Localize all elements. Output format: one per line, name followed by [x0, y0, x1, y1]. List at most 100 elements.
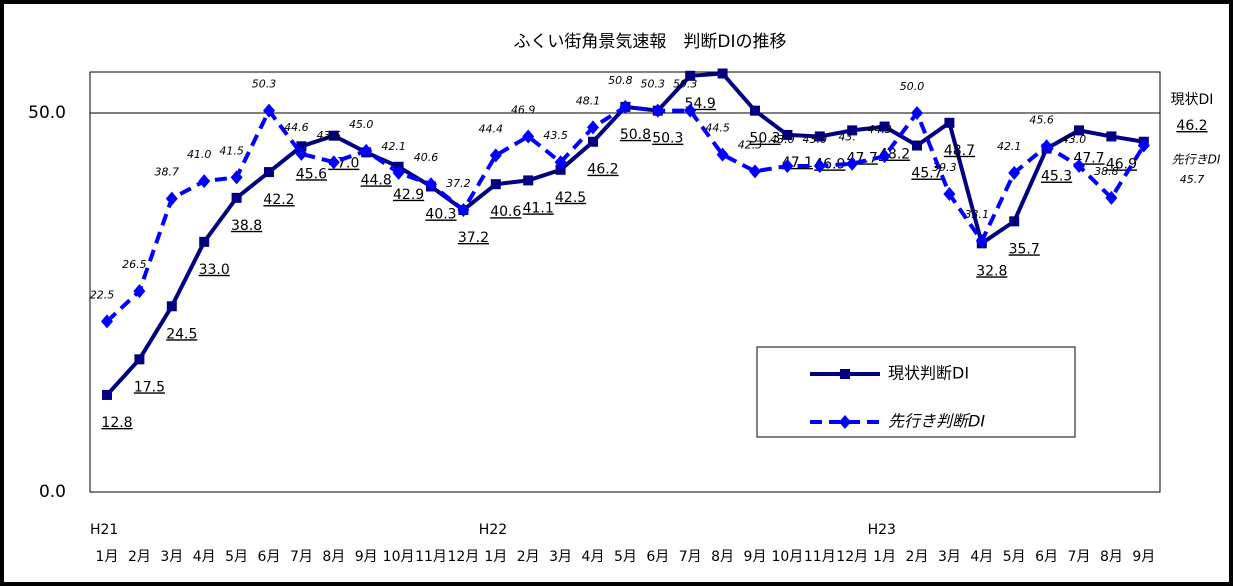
- marker: [619, 99, 632, 114]
- data-label: 44.8: [361, 172, 392, 188]
- marker: [230, 170, 243, 185]
- marker: [685, 70, 696, 81]
- data-label: 44.5: [705, 122, 730, 135]
- data-label: 40.6: [414, 151, 439, 164]
- marker: [750, 105, 760, 116]
- data-label: 39.3: [932, 161, 957, 174]
- data-label: 46.2: [587, 162, 618, 178]
- data-label: 46.2: [1176, 118, 1207, 134]
- plot-area: [89, 71, 1161, 493]
- annotation: 先行きDI: [1172, 153, 1221, 167]
- data-label: 41.1: [523, 200, 554, 216]
- data-label: 50.3: [749, 131, 780, 147]
- marker: [198, 174, 211, 189]
- data-label: 50.3: [641, 78, 666, 91]
- marker: [684, 103, 697, 118]
- x-tick-label: 3月: [938, 549, 961, 565]
- data-label: 33.1: [965, 208, 990, 221]
- x-tick-label: 2月: [128, 549, 151, 565]
- marker: [392, 165, 405, 180]
- x-tick-label: 7月: [1068, 549, 1091, 565]
- marker: [975, 234, 988, 249]
- marker: [588, 136, 598, 147]
- marker: [231, 192, 242, 203]
- marker: [522, 129, 535, 144]
- x-tick-label: 9月: [744, 549, 767, 565]
- x-tick-label: 6月: [258, 549, 281, 565]
- data-label: 42.9: [393, 187, 424, 203]
- marker: [717, 68, 728, 79]
- y-tick-label: 0.0: [39, 482, 66, 502]
- data-label: 42.1: [381, 140, 406, 153]
- data-label: 43.5: [317, 129, 342, 142]
- data-label: 41.0: [187, 148, 212, 161]
- data-label: 40.6: [490, 204, 521, 220]
- marker: [490, 179, 501, 190]
- x-tick-label: 5月: [614, 549, 637, 565]
- marker: [847, 125, 858, 136]
- chart-title: ふくい街角景気速報 判断DIの推移: [513, 32, 786, 52]
- marker: [651, 103, 664, 118]
- marker: [1074, 125, 1084, 136]
- data-label: 37.2: [446, 177, 471, 190]
- marker: [166, 301, 177, 312]
- marker: [911, 105, 923, 120]
- marker: [134, 354, 145, 365]
- data-label: 42.2: [263, 192, 294, 208]
- x-tick-label: 10月: [383, 549, 415, 565]
- marker: [781, 159, 794, 174]
- marker: [1073, 159, 1085, 174]
- data-label: 40.3: [425, 206, 456, 222]
- data-label: 50.3: [252, 78, 277, 91]
- marker: [1105, 190, 1118, 205]
- data-label: 24.5: [166, 326, 197, 342]
- data-label: 45.0: [349, 118, 374, 131]
- x-tick-label: 9月: [1132, 549, 1155, 565]
- marker: [1040, 139, 1053, 154]
- data-label: 32.8: [976, 263, 1007, 279]
- year-label: H21: [90, 522, 118, 538]
- marker: [782, 129, 793, 140]
- marker: [943, 187, 956, 202]
- marker: [328, 130, 339, 141]
- marker: [555, 164, 566, 175]
- x-tick-label: 4月: [193, 549, 216, 565]
- x-tick-label: 11月: [415, 549, 447, 565]
- x-tick-label: 7月: [290, 549, 313, 565]
- x-tick-label: 1月: [873, 549, 896, 565]
- x-tick-label: 9月: [355, 549, 378, 565]
- data-label: 38.8: [1094, 165, 1119, 178]
- data-label: 45.6: [296, 166, 327, 182]
- marker: [878, 149, 891, 164]
- data-label: 43.0: [803, 133, 828, 146]
- marker: [813, 159, 826, 174]
- y-tick-label: 50.0: [28, 103, 66, 123]
- marker: [263, 103, 275, 118]
- marker: [912, 140, 922, 151]
- data-label: 42.1: [997, 140, 1022, 153]
- data-label: 45.3: [1041, 169, 1072, 185]
- x-tick-label: 11月: [804, 549, 836, 565]
- marker: [133, 284, 146, 299]
- x-tick-label: 4月: [970, 549, 993, 565]
- marker: [102, 389, 112, 400]
- x-tick-label: 5月: [225, 549, 248, 565]
- data-label: 43.: [838, 131, 856, 144]
- marker: [295, 146, 308, 161]
- marker: [554, 155, 567, 170]
- marker: [944, 117, 955, 128]
- data-label: 37.2: [458, 230, 489, 246]
- marker: [296, 141, 307, 152]
- data-label: 48.7: [944, 143, 975, 159]
- marker: [1137, 138, 1150, 153]
- data-label: 33.0: [199, 262, 230, 278]
- data-label: 42.5: [555, 190, 586, 206]
- data-label: 44.3: [867, 123, 892, 136]
- marker: [264, 167, 274, 178]
- data-label: 44.6: [284, 121, 309, 134]
- marker: [199, 236, 210, 247]
- data-label: 50.8: [620, 127, 651, 143]
- marker: [165, 191, 178, 206]
